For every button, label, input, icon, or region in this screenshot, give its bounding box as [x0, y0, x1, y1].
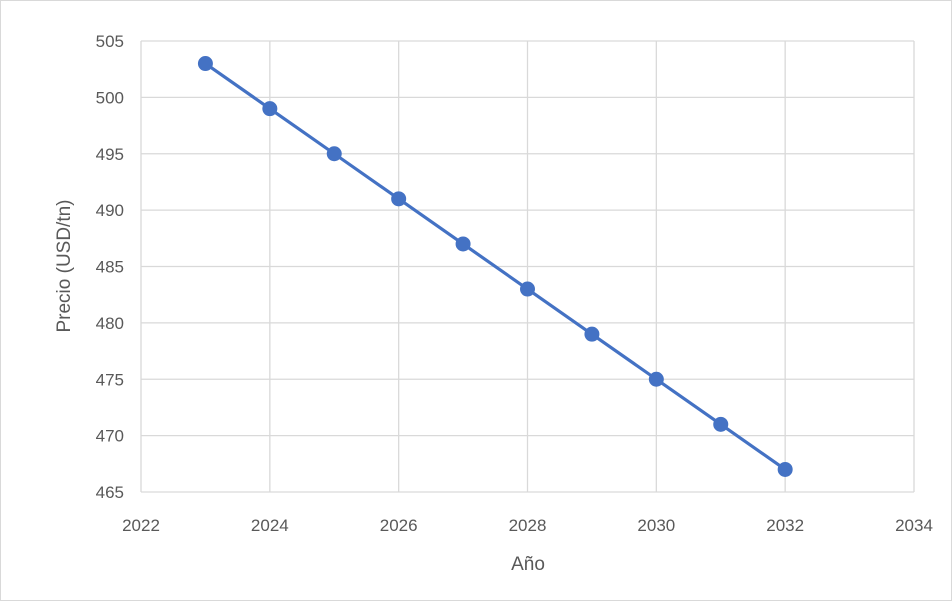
data-point	[391, 191, 407, 207]
y-tick-label: 500	[96, 88, 124, 107]
x-axis-title: Año	[511, 554, 545, 575]
y-tick-label: 475	[96, 370, 124, 389]
data-point	[648, 371, 664, 387]
x-axis-ticks: 2022 2024 2026 2028 2030 2032 2034	[122, 516, 933, 535]
x-tick-label: 2022	[122, 516, 160, 535]
data-point	[326, 146, 342, 162]
x-tick-label: 2034	[895, 516, 933, 535]
y-tick-label: 505	[96, 32, 124, 51]
data-point	[713, 416, 729, 432]
x-tick-label: 2024	[251, 516, 289, 535]
y-tick-label: 485	[96, 258, 124, 277]
series-layer	[197, 56, 793, 477]
y-tick-label: 480	[96, 314, 124, 333]
data-point	[262, 101, 278, 117]
grid-lines	[140, 40, 915, 493]
y-axis-ticks: 465 470 475 480 485 490 495 500 505	[96, 32, 124, 502]
data-point	[197, 56, 213, 72]
y-tick-label: 495	[96, 145, 124, 164]
y-axis-title: Precio (USD/tn)	[54, 199, 75, 332]
data-point	[455, 236, 471, 252]
series-line	[204, 62, 787, 471]
data-point	[777, 461, 793, 477]
y-tick-label: 490	[96, 201, 124, 220]
x-tick-label: 2032	[766, 516, 804, 535]
y-tick-label: 470	[96, 427, 124, 446]
x-tick-label: 2026	[380, 516, 418, 535]
x-tick-label: 2030	[637, 516, 675, 535]
data-point	[584, 326, 600, 342]
data-point	[520, 281, 535, 297]
x-tick-label: 2028	[509, 516, 547, 535]
y-tick-label: 465	[96, 483, 124, 502]
